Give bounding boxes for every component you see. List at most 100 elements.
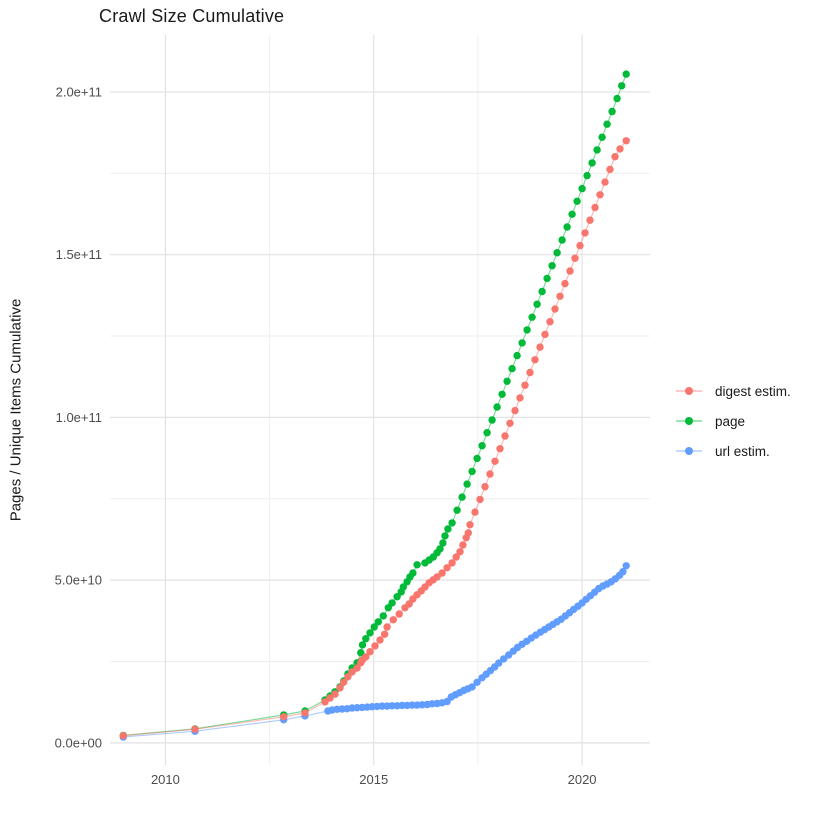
data-point [383, 623, 391, 631]
data-point [586, 216, 594, 224]
data-point [336, 684, 344, 692]
legend-item-digest-estim[interactable]: digest estim. [676, 376, 791, 406]
data-point [548, 262, 556, 270]
data-point [498, 390, 506, 398]
data-point [433, 573, 441, 581]
data-point [393, 593, 401, 601]
data-point [516, 394, 524, 402]
data-point [389, 616, 397, 624]
data-point [511, 406, 519, 415]
data-point [301, 709, 309, 717]
data-point [362, 653, 370, 661]
series-line-url-estim- [123, 565, 627, 738]
data-point [340, 678, 348, 686]
data-point [444, 525, 452, 533]
data-point [452, 553, 460, 561]
data-point [601, 178, 609, 186]
data-point [526, 368, 534, 377]
data-point [576, 241, 584, 250]
data-point [453, 506, 461, 514]
data-point [536, 343, 544, 351]
legend-key-dot [685, 417, 693, 425]
y-tick-label: 5.0e+10 [55, 573, 102, 588]
data-point [280, 713, 288, 721]
grid-major-lines [110, 35, 650, 765]
data-point [441, 532, 449, 540]
data-point [578, 184, 586, 193]
data-point [370, 623, 378, 631]
data-point [493, 403, 501, 411]
data-point [593, 146, 601, 154]
data-point [506, 419, 514, 427]
data-point [598, 133, 606, 141]
data-point [476, 495, 484, 504]
data-point [448, 519, 456, 527]
data-point [503, 377, 511, 385]
data-point [344, 673, 352, 681]
data-point [443, 564, 451, 572]
data-point [523, 326, 531, 334]
data-point [353, 664, 361, 672]
legend: digest estim. page url estim. [676, 376, 791, 466]
data-point [481, 483, 489, 491]
x-tick-label: 2015 [359, 772, 388, 787]
series-points [119, 70, 630, 741]
data-point [468, 467, 476, 476]
data-point [596, 191, 604, 199]
data-point [409, 569, 417, 577]
data-point [366, 648, 374, 656]
data-point [119, 732, 128, 740]
data-point [438, 569, 446, 577]
data-point [478, 442, 486, 450]
data-point [376, 636, 384, 644]
data-point [495, 659, 503, 667]
data-point [521, 381, 529, 389]
data-point [448, 559, 456, 567]
data-point [191, 725, 199, 733]
data-point [348, 668, 356, 676]
data-point [371, 642, 379, 650]
data-point [459, 541, 467, 549]
data-point [473, 678, 481, 686]
data-point [326, 694, 334, 702]
data-point [357, 649, 365, 657]
data-point [556, 292, 564, 300]
data-point [500, 655, 508, 663]
data-point [603, 120, 611, 128]
data-point [464, 529, 472, 537]
legend-item-url-estim[interactable]: url estim. [676, 436, 791, 466]
data-point [581, 229, 589, 237]
legend-item-page[interactable]: page [676, 406, 791, 436]
legend-label-digest-estim: digest estim. [715, 383, 791, 399]
legend-label-url-estim: url estim. [715, 443, 770, 459]
data-point [563, 223, 571, 231]
legend-key-url-estim-icon [676, 447, 702, 455]
data-point [488, 416, 496, 424]
plot-title: Crawl Size Cumulative [99, 6, 285, 26]
data-point [491, 457, 499, 465]
data-point [622, 137, 630, 145]
data-point [358, 641, 367, 649]
data-point [399, 583, 407, 591]
legend-label-page: page [715, 413, 746, 429]
data-point [528, 313, 536, 321]
data-point [618, 82, 626, 90]
data-point [413, 561, 421, 569]
data-point [468, 683, 476, 691]
data-point [616, 145, 624, 153]
data-point [496, 445, 504, 453]
data-point [466, 521, 474, 529]
data-point [463, 480, 471, 488]
x-tick-label: 2020 [568, 772, 597, 787]
data-point [541, 330, 549, 339]
data-point [588, 159, 596, 167]
legend-key-dot [685, 387, 693, 395]
data-point [558, 236, 566, 244]
data-point [546, 318, 554, 326]
series-points-url-estim- [119, 562, 630, 741]
data-point [395, 610, 403, 618]
y-tick-label: 1.5e+11 [56, 247, 102, 262]
x-tick-label: 2010 [151, 772, 180, 787]
data-point [331, 690, 339, 698]
